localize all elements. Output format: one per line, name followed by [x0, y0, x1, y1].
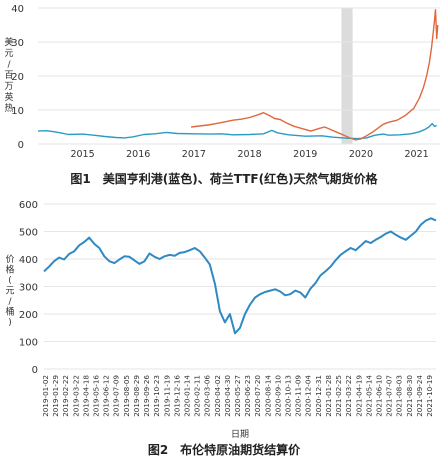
c2-series	[43, 217, 437, 335]
c1-y-tick: 10	[11, 106, 24, 117]
c1-y-label-char: 百	[4, 70, 13, 81]
c1-series-line-0	[37, 122, 437, 140]
c2-x-tick: 2020-01-14	[182, 375, 191, 417]
c2-y-tick: 400	[19, 255, 38, 266]
chart1-caption: 图1 美国亨利港(蓝色)、荷兰TTF(红色)天然气期货价格	[70, 172, 378, 186]
c2-x-tick: 2021-08-30	[405, 375, 414, 417]
c2-y-label-char: )	[8, 318, 12, 328]
c2-y-tick: 500	[19, 228, 38, 239]
chart-natural-gas-futures: 0 10 20 30 40 2015 2016 2017 2018 2019 2020 2021 美元/…	[4, 4, 440, 160]
c2-y-label-char: /	[8, 297, 12, 307]
c2-x-tick: 2021-09-24	[415, 375, 424, 417]
c1-axes: 0 10 20 30 40 2015 2016 2017 2018 2019 2020 2021 美元/…	[4, 4, 428, 160]
c2-y-label-char: (	[8, 276, 12, 286]
c1-y-tick: 40	[11, 4, 24, 15]
c2-y-tick: 0	[32, 365, 38, 376]
c1-y-label-char: /	[7, 60, 11, 70]
c2-x-tick: 2020-07-20	[253, 375, 262, 417]
c2-x-tick: 2019-07-09	[112, 375, 121, 417]
c1-y-label-char: 英	[4, 91, 13, 103]
c1-x-tick: 2015	[70, 149, 94, 160]
c2-x-tick: 2019-04-18	[81, 375, 90, 417]
c2-x-tick: 2020-12-04	[304, 375, 313, 417]
c1-y-tick: 30	[11, 38, 24, 49]
c2-x-tick: 2021-05-14	[364, 375, 373, 417]
c2-x-tick: 2019-01-29	[51, 375, 60, 417]
c2-x-tick: 2020-02-11	[193, 375, 202, 417]
c2-x-tick: 2021-06-10	[374, 375, 383, 417]
c2-x-tick: 2019-10-23	[152, 375, 161, 417]
c2-x-tick: 2019-08-05	[122, 375, 131, 417]
c2-x-tick: 2019-03-22	[71, 375, 80, 417]
c2-x-tick: 2020-11-09	[294, 375, 303, 417]
c2-series-line-0	[43, 217, 437, 335]
c1-y-label-char: 元	[4, 49, 13, 59]
c2-x-tick: 2021-07-07	[385, 375, 394, 417]
c1-grid	[38, 7, 440, 145]
c2-x-tick: 2019-08-29	[132, 375, 141, 417]
c1-series-line-1	[191, 9, 439, 141]
c1-y-label-char: 万	[4, 82, 13, 92]
c2-y-tick: 100	[19, 338, 38, 349]
c2-y-label-char: 价	[5, 254, 14, 265]
c2-y-tick: 200	[19, 310, 38, 321]
c2-x-label: 日期	[231, 429, 249, 440]
c1-x-tick: 2019	[293, 149, 317, 160]
c2-x-tick: 2020-08-14	[263, 375, 272, 417]
c2-x-tick: 2019-01-02	[41, 375, 50, 417]
c2-x-tick: 2020-03-06	[203, 375, 212, 417]
c2-x-tick: 2019-09-26	[142, 375, 151, 417]
c2-x-tick: 2019-11-19	[162, 375, 171, 417]
c1-y-label-char: 热	[4, 102, 13, 114]
c2-x-tick: 2021-08-03	[395, 375, 404, 417]
c2-x-tick: 2020-04-30	[223, 375, 232, 417]
c2-x-tick: 2021-10-19	[425, 375, 434, 417]
c2-x-tick: 2021-04-19	[354, 375, 363, 417]
c1-y-tick: 20	[11, 72, 24, 83]
c1-y-tick: 0	[18, 140, 24, 151]
c1-x-tick: 2021	[405, 149, 429, 160]
c1-y-label-char: 美	[4, 36, 13, 48]
c2-x-tick: 2019-05-16	[92, 375, 101, 417]
c2-x-tick: 2021-02-25	[334, 375, 343, 417]
c2-x-tick: 2021-01-28	[324, 375, 333, 417]
c2-x-tick: 2019-12-16	[172, 375, 181, 417]
c2-x-tick: 2020-06-23	[243, 375, 252, 417]
c2-x-tick: 2021-03-22	[344, 375, 353, 417]
c2-y-label-char: 桶	[5, 306, 14, 318]
c2-x-tick: 2019-06-12	[102, 375, 111, 417]
c2-grid	[44, 203, 436, 370]
c1-series	[37, 9, 439, 141]
c2-y-label-char: 格	[5, 264, 14, 276]
c1-x-tick: 2020	[349, 149, 373, 160]
chart2-caption: 图2 布伦特原油期货结算价	[147, 443, 301, 457]
c2-y-tick: 300	[19, 283, 38, 294]
c1-x-tick: 2018	[237, 149, 261, 160]
c1-x-tick: 2017	[182, 149, 206, 160]
c1-x-tick: 2016	[126, 149, 150, 160]
c2-y-tick: 600	[19, 200, 38, 211]
c2-x-tick: 2019-02-22	[61, 375, 70, 417]
c2-y-label-char: 元	[5, 287, 14, 297]
c2-x-tick: 2020-09-10	[273, 375, 282, 417]
c2-x-tick: 2020-10-13	[284, 375, 293, 417]
c2-x-tick: 2020-12-31	[314, 375, 323, 417]
c2-x-tick: 2020-04-02	[213, 375, 222, 417]
c2-x-tick: 2020-05-27	[233, 375, 242, 417]
